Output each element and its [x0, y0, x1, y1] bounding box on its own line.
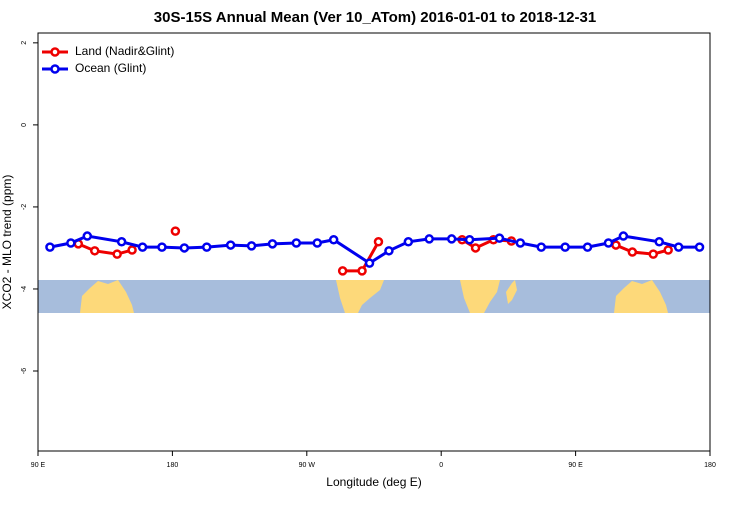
chart-title: 30S-15S Annual Mean (Ver 10_ATom) 2016-0… [154, 9, 596, 26]
y-tick-label: 2 [21, 41, 28, 45]
point [179, 243, 190, 253]
point [116, 237, 127, 247]
point [82, 231, 93, 241]
land-map [460, 280, 500, 313]
point [446, 234, 457, 244]
point [246, 241, 257, 251]
point [560, 242, 570, 252]
x-tick-label: 0 [439, 462, 443, 469]
land-map [80, 280, 134, 313]
point [170, 226, 181, 236]
x-tick-label: 90 E [31, 462, 46, 469]
y-axis-label: XCO2 - MLO trend (ppm) [0, 175, 14, 310]
point [694, 242, 705, 252]
point [45, 242, 55, 252]
point [267, 239, 278, 249]
point [364, 258, 375, 268]
x-tick-label: 180 [167, 462, 179, 469]
point [424, 234, 435, 244]
plot-frame [37, 32, 711, 452]
y-tick-label: -2 [21, 204, 28, 210]
land-map [614, 280, 668, 313]
point [328, 234, 339, 245]
x-tick-label: 90 W [299, 462, 316, 469]
point [603, 238, 614, 248]
legend-marker [50, 47, 60, 57]
point [337, 266, 348, 276]
point [470, 243, 481, 253]
point [291, 238, 302, 248]
point [66, 238, 76, 248]
point [112, 249, 122, 259]
point [464, 234, 475, 245]
point [127, 245, 137, 255]
point [515, 238, 526, 248]
point [357, 266, 367, 276]
land-map [506, 280, 517, 304]
legend-label: Land (Nadir&Glint) [75, 44, 174, 58]
legend-marker [50, 64, 60, 74]
point [157, 242, 167, 252]
map-band [38, 280, 710, 313]
point [618, 231, 629, 241]
point [373, 237, 384, 247]
point [536, 242, 547, 252]
point [494, 233, 505, 243]
y-tick-label: -6 [21, 368, 28, 374]
point [201, 242, 212, 252]
point [611, 240, 621, 250]
point [582, 242, 593, 252]
point [654, 237, 664, 247]
point [673, 242, 684, 252]
point [627, 247, 638, 257]
point [312, 238, 323, 248]
point [403, 237, 414, 247]
point [137, 242, 148, 252]
point [384, 246, 394, 256]
y-tick-label: -4 [21, 286, 28, 292]
point [225, 240, 236, 250]
point [89, 246, 100, 256]
point [663, 245, 673, 255]
x-tick-label: 90 E [568, 462, 583, 469]
land-map [336, 280, 384, 313]
y-tick-label: 0 [21, 123, 28, 127]
point [648, 249, 659, 259]
x-axis-label: Longitude (deg E) [326, 475, 421, 489]
legend-label: Ocean (Glint) [75, 61, 146, 75]
x-tick-label: 180 [704, 462, 716, 469]
